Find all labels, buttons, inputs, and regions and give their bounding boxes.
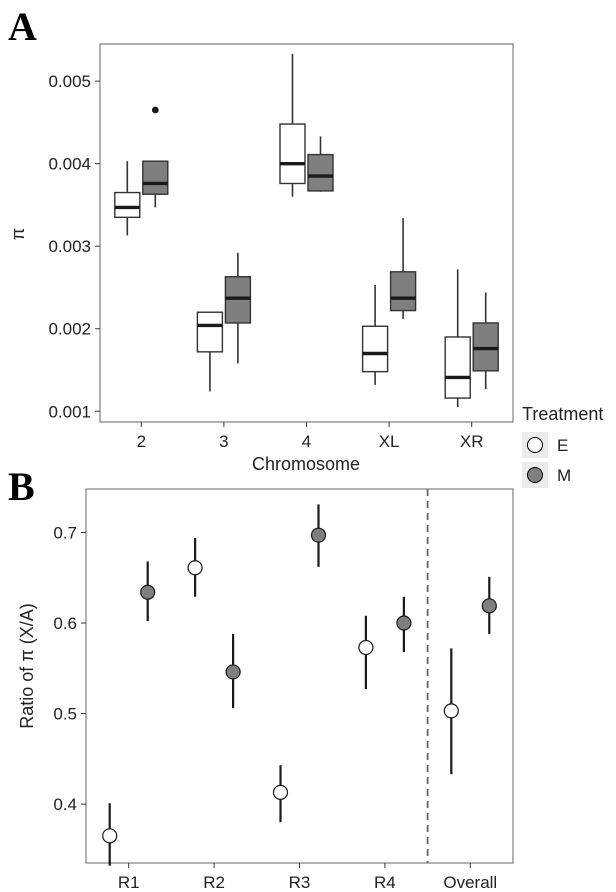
y-tick-label: 0.005 — [48, 72, 91, 91]
box-M-XL — [389, 218, 417, 319]
box-E-2 — [114, 161, 141, 236]
data-point — [187, 560, 203, 576]
data-point — [310, 527, 327, 543]
data-point — [102, 828, 118, 844]
box-iqr — [307, 153, 334, 192]
point-E-R2 — [187, 537, 203, 597]
panel-b-y-axis: 0.4 0.5 0.6 0.7 — [53, 523, 86, 814]
x-tick-label: R4 — [374, 873, 396, 892]
panel-a-y-axis: 0.001 0.002 0.003 0.004 0.005 — [48, 72, 100, 421]
y-tick-label: 0.004 — [48, 155, 91, 174]
legend: Treatment E M — [522, 404, 603, 488]
panel-a-frame — [99, 43, 514, 423]
point-M-Overall — [481, 576, 497, 634]
box-iqr — [196, 311, 224, 353]
x-tick-label: 4 — [302, 432, 311, 451]
panel-b-y-label: Ratio of π (X/A) — [17, 603, 37, 728]
x-tick-label: XL — [379, 432, 400, 451]
panel-a-x-label: Chromosome — [252, 454, 360, 474]
point-M-R2 — [225, 633, 241, 709]
y-tick-label: 0.6 — [53, 614, 77, 633]
panel-a-boxes — [114, 53, 499, 408]
box-iqr — [114, 191, 141, 219]
data-point — [396, 615, 412, 631]
panel-a-label: A — [8, 4, 37, 49]
data-point — [272, 784, 289, 800]
data-point — [481, 598, 497, 614]
legend-key-m — [527, 467, 543, 483]
x-tick-label: 2 — [137, 432, 146, 451]
box-iqr — [444, 336, 471, 399]
legend-key-e — [527, 437, 543, 453]
box-E-XR — [444, 269, 471, 408]
panel-b-x-axis: R1 R2 R3 R4 Overall — [118, 863, 497, 892]
box-M-4 — [307, 136, 334, 192]
point-E-Overall — [443, 648, 459, 775]
x-tick-label: 3 — [219, 432, 228, 451]
panel-a-x-axis: 2 3 4 XL XR — [137, 422, 484, 451]
box-M-3 — [224, 252, 252, 364]
point-M-R1 — [140, 561, 156, 622]
box-iqr — [389, 271, 417, 312]
box-E-3 — [196, 311, 224, 392]
point-E-R3 — [272, 765, 289, 823]
x-tick-label: R3 — [289, 873, 311, 892]
y-tick-label: 0.001 — [48, 402, 91, 421]
box-M-XR — [472, 292, 499, 389]
box-iqr — [361, 325, 389, 373]
data-point — [443, 703, 459, 719]
x-tick-label: R2 — [203, 873, 225, 892]
y-tick-label: 0.4 — [53, 795, 77, 814]
x-tick-label: Overall — [443, 873, 497, 892]
box-iqr — [279, 123, 306, 185]
x-tick-label: R1 — [118, 873, 140, 892]
panel-b-frame — [85, 488, 514, 864]
box-iqr — [142, 160, 169, 195]
box-E-4 — [279, 53, 306, 197]
panel-b-label: B — [8, 464, 35, 509]
point-E-R1 — [102, 803, 118, 866]
point-E-R4 — [358, 615, 374, 690]
data-point — [358, 639, 374, 656]
point-M-R4 — [396, 596, 412, 653]
legend-label-m: M — [557, 466, 571, 485]
legend-title: Treatment — [522, 404, 603, 424]
data-point — [140, 584, 156, 600]
data-point — [225, 664, 241, 680]
y-tick-label: 0.7 — [53, 523, 77, 542]
y-tick-label: 0.003 — [48, 237, 91, 256]
box-M-2 — [142, 106, 169, 208]
panel-a-y-label: π — [8, 228, 28, 240]
y-tick-label: 0.002 — [48, 320, 91, 339]
outlier-point — [151, 106, 159, 114]
box-E-XL — [361, 284, 389, 385]
point-M-R3 — [310, 504, 327, 567]
x-tick-label: XR — [460, 432, 484, 451]
legend-label-e: E — [557, 436, 568, 455]
panel-b-points — [102, 504, 497, 866]
y-tick-label: 0.5 — [53, 705, 77, 724]
